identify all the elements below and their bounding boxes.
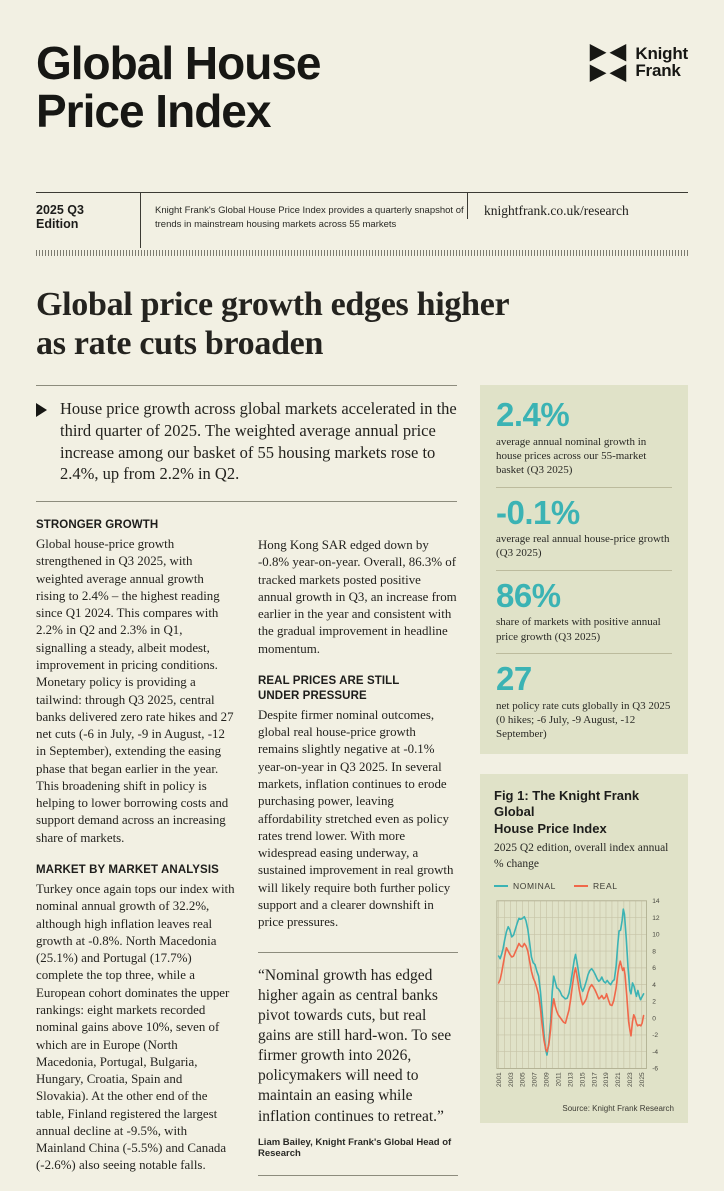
headline-line2: as rate cuts broaden — [36, 324, 324, 362]
svg-text:0: 0 — [652, 1016, 656, 1023]
svg-text:2011: 2011 — [556, 1072, 563, 1087]
edition-top-rule — [36, 191, 688, 193]
legend-label-nominal: NOMINAL — [513, 881, 556, 892]
svg-text:2017: 2017 — [591, 1072, 598, 1087]
svg-text:-2: -2 — [652, 1032, 658, 1039]
figure-subtitle-line1: 2025 Q2 edition, overall index annual — [494, 842, 669, 855]
intro-block: House price growth across global markets… — [36, 384, 457, 503]
knight-frank-logo-icon — [590, 44, 627, 82]
figure-subtitle-line2: % change — [494, 857, 540, 870]
svg-text:2025: 2025 — [639, 1072, 646, 1087]
svg-text:2007: 2007 — [532, 1072, 539, 1087]
quote-block: “Nominal growth has edged higher again a… — [258, 951, 458, 1176]
real-line-swatch-icon — [573, 885, 588, 888]
bullet-triangle-icon — [36, 402, 47, 417]
svg-text:-6: -6 — [652, 1066, 658, 1073]
sidebar-region: 2.4% average annual nominal growth in ho… — [480, 384, 688, 1191]
page-title-line1: Global House — [36, 37, 321, 89]
stat-item-positive-share: 86% share of markets with positive annua… — [496, 576, 672, 644]
research-link[interactable]: knightfrank.co.uk/research — [467, 192, 688, 219]
stat-divider — [496, 652, 672, 654]
svg-text:2019: 2019 — [603, 1072, 610, 1087]
svg-text:2015: 2015 — [579, 1072, 586, 1087]
figure-subtitle: 2025 Q2 edition, overall index annual % … — [494, 841, 674, 872]
svg-text:8: 8 — [652, 949, 656, 956]
figure-source: Source: Knight Frank Research — [562, 1103, 674, 1113]
column-middle: Hong Kong SAR edged down by -0.8% year-o… — [258, 518, 458, 1191]
edition-description: Knight Frank's Global House Price Index … — [140, 192, 467, 249]
page-title-line2: Price Index — [36, 84, 271, 137]
masthead: Global House Price Index Knight Frank — [36, 0, 688, 136]
svg-text:2001: 2001 — [496, 1072, 503, 1087]
knight-frank-logo: Knight Frank — [589, 44, 688, 82]
section-body-hong-kong: Hong Kong SAR edged down by -0.8% year-o… — [258, 538, 457, 656]
section-heading-real-prices: REAL PRICES ARE STILL UNDER PRESSURE — [258, 675, 400, 702]
legend-item-nominal: NOMINAL — [494, 881, 556, 891]
stat-caption: net policy rate cuts globally in Q3 2025… — [496, 699, 671, 741]
stat-value: 2.4% — [496, 395, 570, 433]
figure-plot-svg: 14 12 10 8 6 4 2 0 -2 -4 -6 2001 2003 2005 2007 2009 201… — [496, 898, 660, 1087]
brand-line1: Knight — [635, 44, 688, 63]
section-body-stronger-growth: Global house-price growth strengthened i… — [36, 536, 234, 845]
svg-text:14: 14 — [652, 898, 660, 905]
section-body-real-prices: Despite firmer nominal outcomes, global … — [258, 707, 454, 930]
stats-panel: 2.4% average annual nominal growth in ho… — [480, 384, 688, 754]
svg-text:2013: 2013 — [567, 1072, 574, 1087]
line-chart: 14 12 10 8 6 4 2 0 -2 -4 -6 2001 2003 2005 2007 2009 201… — [494, 897, 674, 1102]
svg-text:10: 10 — [652, 932, 660, 939]
stat-value: 27 — [496, 659, 532, 697]
stat-value: 86% — [496, 576, 561, 614]
edition-label: 2025 Q3 Edition — [36, 202, 84, 231]
figure-title: Fig 1: The Knight Frank Global House Pri… — [494, 788, 674, 839]
brand-line2: Frank — [635, 61, 681, 80]
brand-name: Knight Frank — [635, 44, 688, 79]
section-heading-stronger-growth: STRONGER GROWTH — [36, 519, 159, 532]
stat-divider — [496, 486, 672, 488]
dotted-separator — [36, 250, 688, 257]
svg-text:2005: 2005 — [520, 1072, 527, 1087]
svg-text:-4: -4 — [652, 1049, 658, 1056]
svg-text:12: 12 — [652, 915, 660, 922]
svg-text:2023: 2023 — [627, 1072, 634, 1087]
stat-item-nominal-growth: 2.4% average annual nominal growth in ho… — [496, 395, 672, 478]
stat-item-rate-cuts: 27 net policy rate cuts globally in Q3 2… — [496, 659, 672, 742]
svg-text:4: 4 — [652, 982, 656, 989]
content-area: House price growth across global markets… — [36, 384, 688, 1191]
page-title: Global House Price Index — [36, 37, 321, 137]
svg-text:6: 6 — [652, 965, 656, 972]
stat-caption: average real annual house-price growth (… — [496, 533, 670, 560]
svg-text:2: 2 — [652, 999, 656, 1006]
section-body-market-analysis: Turkey once again tops our index with no… — [36, 881, 235, 1173]
svg-text:2009: 2009 — [544, 1072, 551, 1087]
figure-title-line1: Fig 1: The Knight Frank Global — [494, 787, 640, 820]
chart-legend: NOMINAL REAL — [494, 881, 674, 891]
stat-value: -0.1% — [496, 493, 580, 531]
nominal-line-swatch-icon — [494, 885, 508, 888]
article-region: House price growth across global markets… — [36, 384, 458, 1191]
stat-item-real-growth: -0.1% average real annual house-price gr… — [496, 493, 672, 561]
legend-label-real: REAL — [592, 881, 618, 892]
figure-title-line2: House Price Index — [494, 821, 607, 837]
stat-divider — [496, 569, 672, 571]
quote-text: “Nominal growth has edged higher again a… — [258, 966, 452, 1125]
stat-caption: share of markets with positive annual pr… — [496, 616, 661, 643]
figure-panel: Fig 1: The Knight Frank Global House Pri… — [480, 773, 688, 1123]
section-heading-market-analysis: MARKET BY MARKET ANALYSIS — [36, 864, 219, 877]
svg-text:2003: 2003 — [508, 1072, 515, 1087]
svg-text:2021: 2021 — [615, 1072, 622, 1087]
article-headline: Global price growth edges higher as rate… — [36, 286, 688, 363]
edition-bar: 2025 Q3 Edition Knight Frank's Global Ho… — [36, 192, 688, 249]
headline-line1: Global price growth edges higher — [36, 286, 510, 324]
stat-caption: average annual nominal growth in house p… — [496, 435, 647, 477]
intro-text: House price growth across global markets… — [60, 398, 457, 484]
column-left: STRONGER GROWTH Global house-price growt… — [36, 518, 236, 1191]
legend-item-real: REAL — [573, 881, 618, 892]
text-columns: STRONGER GROWTH Global house-price growt… — [36, 518, 458, 1191]
quote-attribution: Liam Bailey, Knight Frank's Global Head … — [258, 1136, 452, 1159]
